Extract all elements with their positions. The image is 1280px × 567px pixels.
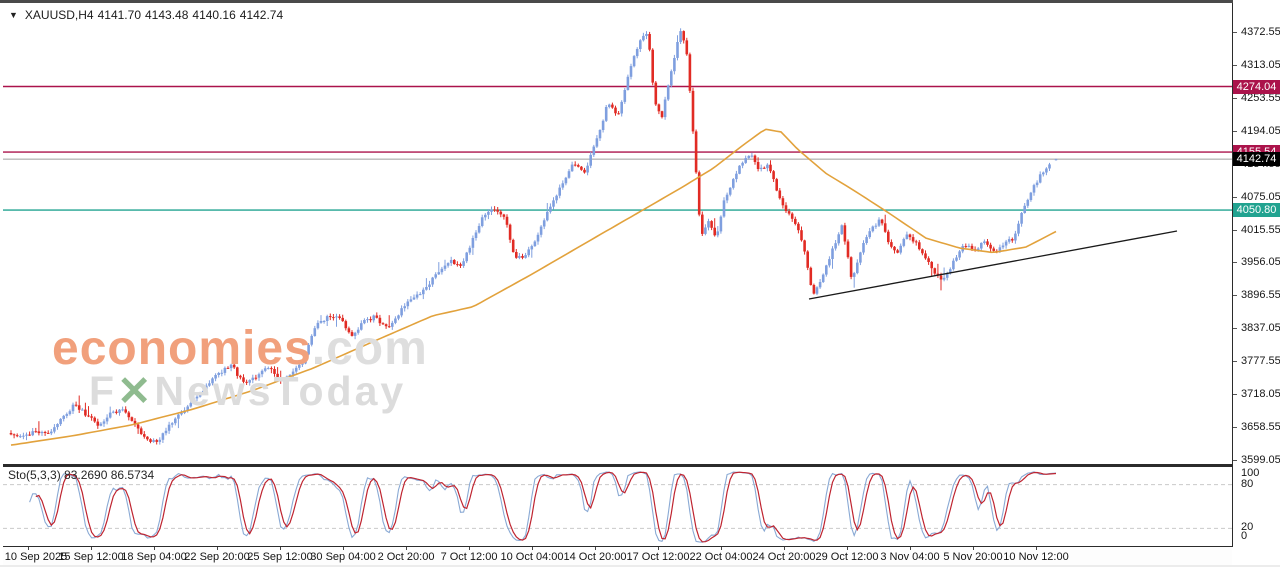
price-axis-label: 3599.05 bbox=[1241, 454, 1280, 466]
price-axis-label: 3718.05 bbox=[1241, 388, 1280, 400]
date-axis-tick bbox=[469, 547, 470, 550]
date-axis-label: 2 Oct 20:00 bbox=[377, 551, 435, 563]
price-axis-label: 3956.05 bbox=[1241, 256, 1280, 268]
price-axis-label: 3837.05 bbox=[1241, 322, 1280, 334]
price-axis-tick bbox=[1233, 197, 1237, 198]
date-axis-label: 10 Sep 2025 bbox=[4, 551, 68, 563]
date-axis-tick bbox=[532, 547, 533, 550]
price-axis-label: 4015.55 bbox=[1241, 224, 1280, 236]
price-axis-tick bbox=[1233, 361, 1237, 362]
price-axis-label: 4075.05 bbox=[1241, 191, 1280, 203]
symbol-dropdown-icon[interactable]: ▼ bbox=[9, 10, 18, 20]
price-badge-support: 4050.80 bbox=[1233, 203, 1280, 217]
date-axis-tick bbox=[595, 547, 596, 550]
date-axis-tick bbox=[28, 547, 29, 550]
date-axis-tick bbox=[280, 547, 281, 550]
date-axis-tick bbox=[658, 547, 659, 550]
date-axis-tick bbox=[217, 547, 218, 550]
date-axis-label: 17 Oct 12:00 bbox=[626, 551, 690, 563]
date-axis-tick bbox=[784, 547, 785, 550]
date-axis-label: 22 Oct 04:00 bbox=[689, 551, 753, 563]
ohlc-close: 4142.74 bbox=[239, 8, 284, 22]
price-axis-label: 4194.05 bbox=[1241, 125, 1280, 137]
price-axis-label: 4372.55 bbox=[1241, 26, 1280, 38]
stochastic-canvas[interactable] bbox=[3, 467, 1232, 546]
candlestick-canvas[interactable] bbox=[3, 3, 1232, 464]
ohlc-open: 4141.70 bbox=[97, 8, 141, 22]
stochastic-axis-label: 20 bbox=[1241, 521, 1254, 533]
price-axis-tick bbox=[1233, 98, 1237, 99]
price-axis-tick bbox=[1233, 65, 1237, 66]
price-axis-label: 3777.55 bbox=[1241, 355, 1280, 367]
symbol-timeframe-label: XAUUSD,H4 bbox=[24, 8, 94, 22]
price-axis-label: 3896.55 bbox=[1241, 289, 1280, 301]
price-axis-tick bbox=[1233, 295, 1237, 296]
price-axis-tick bbox=[1233, 131, 1237, 132]
chart-header: ▼ XAUUSD,H4 4141.70 4143.48 4140.16 4142.74 bbox=[9, 8, 287, 22]
date-axis-tick bbox=[154, 547, 155, 550]
price-axis-tick bbox=[1233, 460, 1237, 461]
date-axis-label: 24 Oct 20:00 bbox=[752, 551, 816, 563]
stochastic-panel[interactable]: Sto(5,3,3) 83.2690 86.5734 bbox=[3, 466, 1233, 547]
date-axis-tick bbox=[910, 547, 911, 550]
price-axis-label: 3658.55 bbox=[1241, 421, 1280, 433]
date-axis-label: 10 Oct 04:00 bbox=[500, 551, 564, 563]
window-top-border bbox=[0, 0, 1280, 3]
stochastic-indicator-label: Sto(5,3,3) 83.2690 86.5734 bbox=[8, 468, 155, 482]
date-axis-label: 7 Oct 12:00 bbox=[440, 551, 498, 563]
price-axis[interactable]: 4372.554313.054253.554194.054134.554075.… bbox=[1233, 0, 1280, 567]
ohlc-low: 4140.16 bbox=[192, 8, 236, 22]
date-axis-label: 29 Oct 12:00 bbox=[815, 551, 879, 563]
price-axis-tick bbox=[1233, 394, 1237, 395]
price-badge-resistance: 4274.04 bbox=[1233, 80, 1280, 94]
price-axis-tick bbox=[1233, 230, 1237, 231]
price-chart-panel[interactable]: economies.com F✕NewsToday ▼ XAUUSD,H4 4141… bbox=[3, 3, 1233, 466]
date-axis[interactable]: 10 Sep 2025 15 Sep 12:00 18 Sep 04:00 22 Se… bbox=[3, 547, 1232, 567]
date-axis-label: 14 Oct 20:00 bbox=[563, 551, 627, 563]
date-axis-tick bbox=[343, 547, 344, 550]
date-axis-tick bbox=[847, 547, 848, 550]
date-axis-tick bbox=[91, 547, 92, 550]
price-axis-tick bbox=[1233, 262, 1237, 263]
date-axis-tick bbox=[1036, 547, 1037, 550]
stochastic-axis-label: 100 bbox=[1241, 467, 1260, 479]
date-axis-label: 10 Nov 12:00 bbox=[1003, 551, 1069, 563]
date-axis-tick bbox=[973, 547, 974, 550]
price-badge-current-price: 4142.74 bbox=[1233, 152, 1280, 166]
date-axis-label: 5 Nov 20:00 bbox=[943, 551, 1003, 563]
date-axis-tick bbox=[721, 547, 722, 550]
ohlc-high: 4143.48 bbox=[145, 8, 189, 22]
date-axis-label: 3 Nov 04:00 bbox=[880, 551, 940, 563]
date-axis-label: 30 Sep 04:00 bbox=[310, 551, 376, 563]
price-axis-tick bbox=[1233, 427, 1237, 428]
date-axis-label: 18 Sep 04:00 bbox=[121, 551, 187, 563]
stochastic-axis-label: 80 bbox=[1241, 478, 1254, 490]
date-axis-label: 15 Sep 12:00 bbox=[58, 551, 124, 563]
date-axis-label: 25 Sep 12:00 bbox=[247, 551, 313, 563]
window-bottom-edge bbox=[0, 565, 1280, 567]
price-axis-tick bbox=[1233, 32, 1237, 33]
price-axis-label: 4253.55 bbox=[1241, 92, 1280, 104]
price-axis-label: 4313.05 bbox=[1241, 59, 1280, 71]
date-axis-label: 22 Sep 20:00 bbox=[184, 551, 250, 563]
stochastic-axis-label: 0 bbox=[1241, 530, 1248, 542]
price-axis-tick bbox=[1233, 328, 1237, 329]
date-axis-tick bbox=[406, 547, 407, 550]
